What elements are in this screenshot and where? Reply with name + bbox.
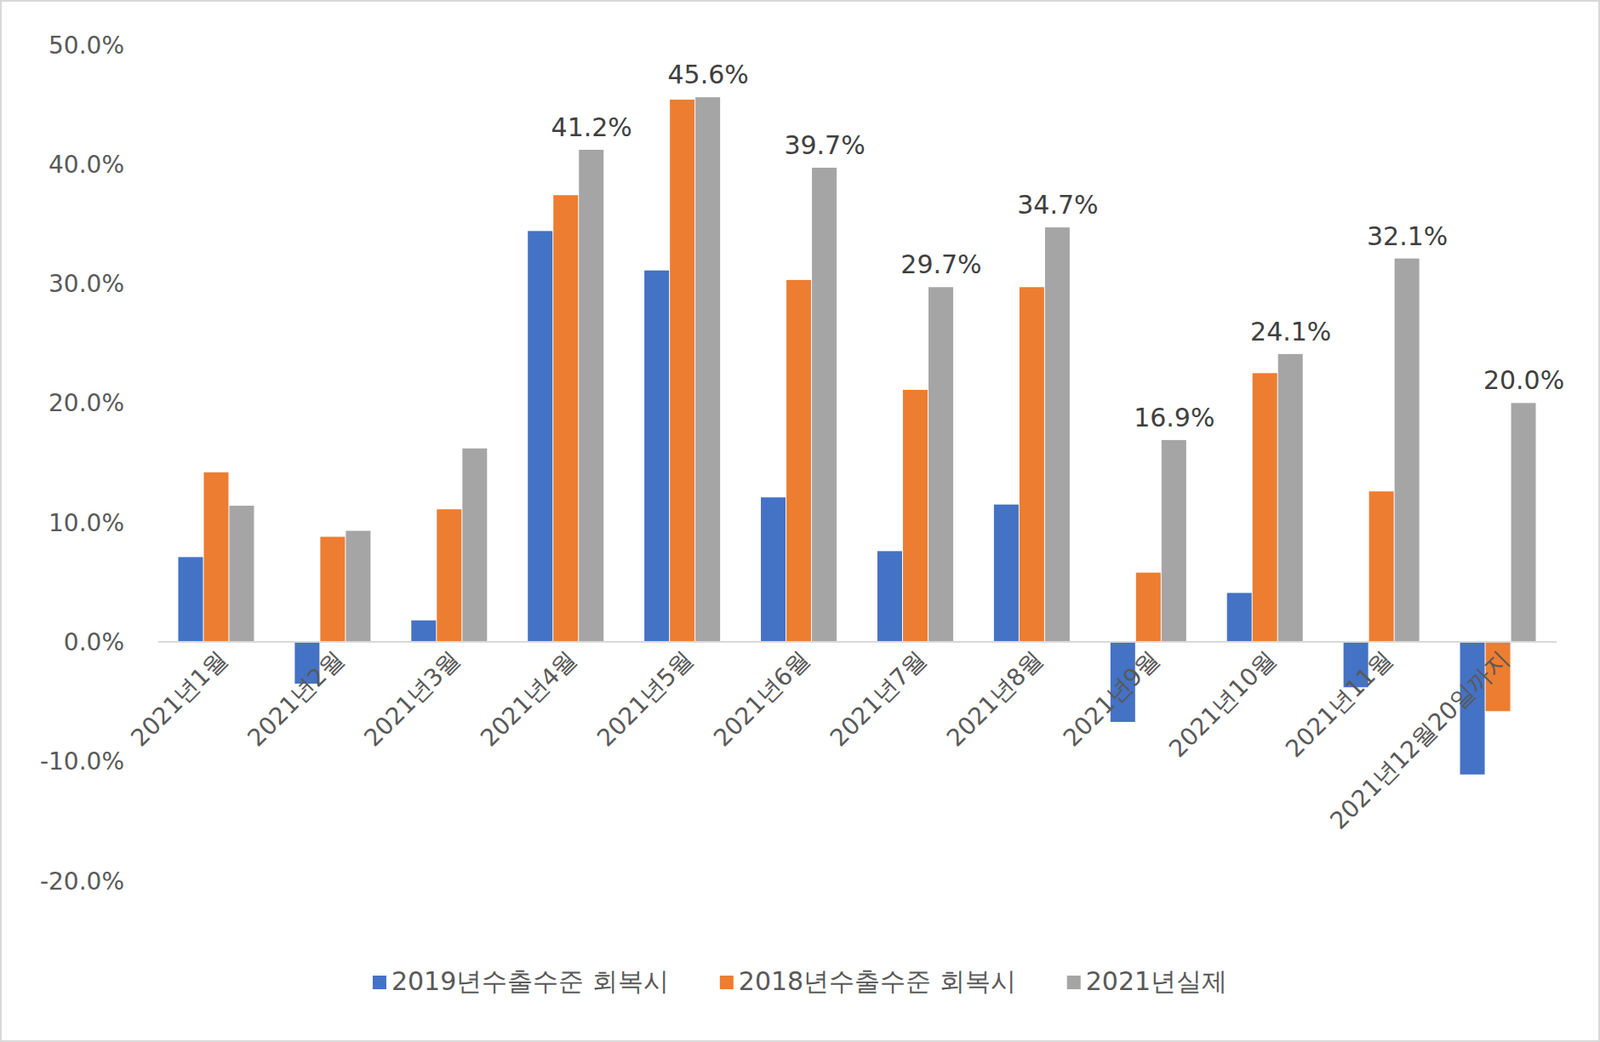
legend-swatch xyxy=(720,975,734,989)
data-label: 34.7% xyxy=(1017,189,1098,220)
data-label: 29.7% xyxy=(900,249,982,280)
data-label: 45.6% xyxy=(667,59,749,90)
x-tick-label: 2021년7월 xyxy=(824,645,932,753)
legend-label: 2018년수출수준 회복시 xyxy=(738,965,1017,996)
bar xyxy=(527,230,553,642)
data-label: 20.0% xyxy=(1483,365,1565,395)
bar xyxy=(1045,227,1070,642)
x-tick-label: 2021년2월 xyxy=(241,645,349,753)
x-tick-label: 2021년4월 xyxy=(474,645,583,753)
bar xyxy=(902,389,928,642)
y-tick-label: 10.0% xyxy=(48,508,125,538)
y-tick-label: -10.0% xyxy=(40,747,125,776)
bar xyxy=(760,497,786,642)
y-tick-label: 40.0% xyxy=(48,150,125,179)
data-label: 32.1% xyxy=(1366,221,1448,252)
x-tick-label: 2021년5월 xyxy=(591,645,699,753)
bar xyxy=(553,194,578,642)
bar xyxy=(1369,491,1395,642)
bar xyxy=(695,97,720,642)
bar xyxy=(228,505,254,642)
bar xyxy=(877,550,903,642)
x-tick-label: 2021년1월 xyxy=(125,645,233,753)
bar xyxy=(578,149,604,642)
data-label: 39.7% xyxy=(783,130,865,160)
bar xyxy=(411,620,436,642)
y-tick-label: -20.0% xyxy=(40,867,125,896)
bar xyxy=(1278,354,1303,642)
x-tick-label: 2021년3월 xyxy=(358,645,466,753)
legend-label: 2019년수출수준 회복시 xyxy=(391,965,669,996)
bar xyxy=(669,99,695,642)
bar xyxy=(1252,372,1278,642)
frame xyxy=(0,0,1600,1041)
x-tick-label: 2021년11월 xyxy=(1280,645,1399,764)
bar xyxy=(1019,286,1045,642)
legend-label: 2021년실제 xyxy=(1085,965,1228,996)
x-tick-label: 2021년12월20일까지 xyxy=(1324,645,1515,835)
bar xyxy=(994,504,1019,642)
bar xyxy=(928,286,954,642)
bar xyxy=(203,472,229,642)
bar xyxy=(320,537,345,642)
y-tick-label: 30.0% xyxy=(48,269,125,298)
x-tick-label: 2021년8월 xyxy=(941,645,1049,753)
y-tick-label: 50.0% xyxy=(48,31,125,60)
data-label: 16.9% xyxy=(1133,402,1215,433)
legend: 2019년수출수준 회복시 2018년수출수준 회복시 2021년실제 xyxy=(372,965,1228,996)
bars xyxy=(177,97,1536,775)
bar xyxy=(1394,258,1420,642)
bar xyxy=(786,280,812,642)
y-tick-label: 20.0% xyxy=(48,388,125,418)
bar xyxy=(1161,440,1187,642)
x-tick-label: 2021년10월 xyxy=(1163,645,1282,764)
data-label: 24.1% xyxy=(1250,316,1332,347)
bar xyxy=(1511,402,1537,642)
legend-swatch xyxy=(372,975,387,989)
bar xyxy=(345,531,371,642)
bar xyxy=(462,448,487,642)
chart: -20.0% -10.0% 0.0% 10.0% 20.0% 30.0% 40.0% 50.0… xyxy=(0,0,1600,1042)
x-axis xyxy=(158,640,1557,643)
x-tick-label: 2021년6월 xyxy=(708,645,816,753)
x-tick-label: 2021년9월 xyxy=(1057,645,1166,753)
bar xyxy=(177,556,203,642)
bar xyxy=(644,270,669,642)
bar xyxy=(1136,572,1161,642)
data-labels: 41.2% 45.6% 39.7% 29.7% 34.7% 16.9% 24.1% 32.1%… xyxy=(551,59,1566,433)
legend-swatch xyxy=(1067,975,1081,989)
bar xyxy=(1227,592,1252,642)
y-tick-label: 0.0% xyxy=(63,628,125,657)
bar xyxy=(811,167,837,642)
data-label: 41.2% xyxy=(551,112,633,143)
bar xyxy=(436,508,462,642)
